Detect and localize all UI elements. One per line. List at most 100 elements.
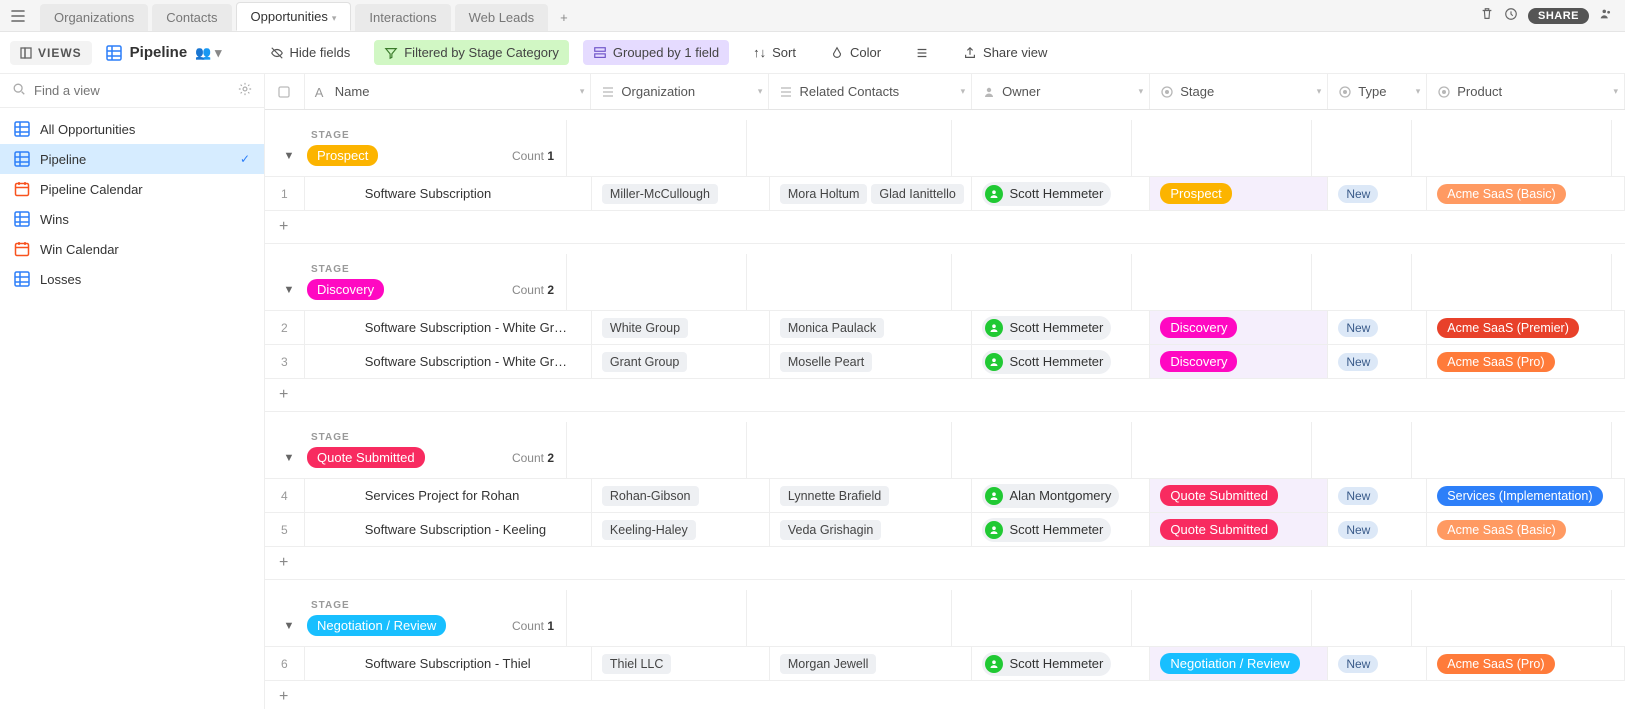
chevron-down-icon[interactable]: ▾ [1416,86,1421,97]
record-row[interactable]: 6 Software Subscription - Thiel Thiel LL… [265,646,1625,680]
stage-cell[interactable]: Prospect [1150,177,1328,210]
column-header-stage[interactable]: Stage▾ [1150,74,1328,109]
name-cell[interactable]: Services Project for Rohan [305,479,592,512]
type-cell[interactable]: New [1328,647,1427,680]
color-button[interactable]: Color [820,40,891,65]
type-cell[interactable]: New [1328,177,1427,210]
chevron-down-icon[interactable]: ▾ [1139,86,1144,97]
group-header[interactable]: STAGE ▼ Discovery Count 2 [265,254,1625,310]
product-cell[interactable]: Acme SaaS (Basic) [1427,513,1625,546]
views-toggle-button[interactable]: VIEWS [10,41,92,65]
column-header-related-contacts[interactable]: Related Contacts▾ [769,74,972,109]
product-cell[interactable]: Services (Implementation) [1427,479,1625,512]
sidebar-view-item[interactable]: Losses [0,264,264,294]
name-cell[interactable]: Software Subscription - White Gr… [305,345,592,378]
gear-icon[interactable] [238,82,252,99]
people-icon[interactable] [1599,7,1613,24]
collaborators-icon[interactable]: 👥 ▾ [195,45,221,61]
column-header-type[interactable]: Type▾ [1328,74,1427,109]
share-view-button[interactable]: Share view [953,40,1057,65]
chevron-down-icon[interactable]: ▾ [961,86,966,97]
chevron-down-icon[interactable]: ▾ [1317,86,1322,97]
owner-cell[interactable]: Scott Hemmeter [972,311,1150,344]
table-tab[interactable]: Contacts [152,4,231,31]
record-row[interactable]: 5 Software Subscription - Keeling Keelin… [265,512,1625,546]
sidebar-view-item[interactable]: Wins [0,204,264,234]
related-contacts-cell[interactable]: Morgan Jewell [770,647,973,680]
related-contacts-cell[interactable]: Moselle Peart [770,345,973,378]
product-cell[interactable]: Acme SaaS (Premier) [1427,311,1625,344]
table-tab[interactable]: Organizations [40,4,148,31]
hide-fields-button[interactable]: Hide fields [260,40,361,65]
type-cell[interactable]: New [1328,311,1427,344]
row-height-button[interactable] [905,41,939,65]
collapse-caret-icon[interactable]: ▼ [281,452,297,464]
group-chip[interactable]: Grouped by 1 field [583,40,729,65]
record-row[interactable]: 4 Services Project for Rohan Rohan-Gibso… [265,478,1625,512]
trash-icon[interactable] [1480,7,1494,24]
related-contacts-cell[interactable]: Veda Grishagin [770,513,973,546]
record-row[interactable]: 1 Software Subscription Miller-McCulloug… [265,176,1625,210]
name-cell[interactable]: Software Subscription [305,177,592,210]
add-record-button[interactable]: + [265,546,1625,580]
group-header[interactable]: STAGE ▼ Negotiation / Review Count 1 [265,590,1625,646]
stage-cell[interactable]: Discovery [1150,311,1328,344]
add-table-button[interactable]: + [552,4,576,31]
collapse-caret-icon[interactable]: ▼ [281,284,297,296]
stage-cell[interactable]: Quote Submitted [1150,479,1328,512]
sidebar-view-item[interactable]: Win Calendar [0,234,264,264]
related-contacts-cell[interactable]: Mora HoltumGlad Ianittello [770,177,973,210]
sort-button[interactable]: ↑↓Sort [743,40,806,65]
organization-cell[interactable]: Miller-McCullough [592,177,770,210]
collapse-caret-icon[interactable]: ▼ [281,620,297,632]
table-tab[interactable]: Interactions [355,4,450,31]
hamburger-menu-icon[interactable] [4,2,32,30]
view-search-input[interactable] [34,83,238,98]
type-cell[interactable]: New [1328,479,1427,512]
add-record-button[interactable]: + [265,378,1625,412]
current-view-name[interactable]: Pipeline 👥 ▾ [106,44,222,61]
name-cell[interactable]: Software Subscription - Keeling [305,513,592,546]
column-header-owner[interactable]: Owner▾ [972,74,1150,109]
sidebar-view-item[interactable]: Pipeline✓ [0,144,264,174]
organization-cell[interactable]: White Group [592,311,770,344]
product-cell[interactable]: Acme SaaS (Pro) [1427,647,1625,680]
chevron-down-icon[interactable]: ▾ [580,86,585,97]
stage-cell[interactable]: Negotiation / Review [1150,647,1328,680]
filter-chip[interactable]: Filtered by Stage Category [374,40,569,65]
sidebar-view-item[interactable]: All Opportunities [0,114,264,144]
related-contacts-cell[interactable]: Lynnette Brafield [770,479,973,512]
owner-cell[interactable]: Scott Hemmeter [972,345,1150,378]
type-cell[interactable]: New [1328,513,1427,546]
name-cell[interactable]: Software Subscription - White Gr… [305,311,592,344]
organization-cell[interactable]: Thiel LLC [592,647,770,680]
table-tab[interactable]: Web Leads [455,4,549,31]
column-header-name[interactable]: AName▾ [305,74,592,109]
stage-cell[interactable]: Quote Submitted [1150,513,1328,546]
add-record-button[interactable]: + [265,680,1625,709]
organization-cell[interactable]: Keeling-Haley [592,513,770,546]
chevron-down-icon[interactable]: ▾ [1614,86,1619,97]
related-contacts-cell[interactable]: Monica Paulack [770,311,973,344]
chevron-down-icon[interactable]: ▾ [758,86,763,97]
organization-cell[interactable]: Grant Group [592,345,770,378]
sidebar-view-item[interactable]: Pipeline Calendar [0,174,264,204]
owner-cell[interactable]: Scott Hemmeter [972,513,1150,546]
name-cell[interactable]: Software Subscription - Thiel [305,647,592,680]
record-row[interactable]: 3 Software Subscription - White Gr… Gran… [265,344,1625,378]
collapse-caret-icon[interactable]: ▼ [281,150,297,162]
owner-cell[interactable]: Scott Hemmeter [972,177,1150,210]
history-icon[interactable] [1504,7,1518,24]
type-cell[interactable]: New [1328,345,1427,378]
add-record-button[interactable]: + [265,210,1625,244]
column-header-product[interactable]: Product▾ [1427,74,1625,109]
group-header[interactable]: STAGE ▼ Quote Submitted Count 2 [265,422,1625,478]
owner-cell[interactable]: Scott Hemmeter [972,647,1150,680]
stage-cell[interactable]: Discovery [1150,345,1328,378]
record-row[interactable]: 2 Software Subscription - White Gr… Whit… [265,310,1625,344]
product-cell[interactable]: Acme SaaS (Basic) [1427,177,1625,210]
share-button[interactable]: SHARE [1528,8,1589,24]
organization-cell[interactable]: Rohan-Gibson [592,479,770,512]
product-cell[interactable]: Acme SaaS (Pro) [1427,345,1625,378]
column-header-organization[interactable]: Organization▾ [591,74,769,109]
